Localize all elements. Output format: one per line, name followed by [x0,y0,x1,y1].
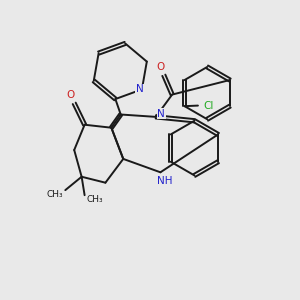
Text: O: O [156,62,164,72]
Text: N: N [136,84,143,94]
Text: N: N [157,109,165,119]
Text: O: O [67,90,75,100]
Text: NH: NH [157,176,172,186]
Text: CH₃: CH₃ [46,190,63,199]
Text: Cl: Cl [204,100,214,111]
Text: CH₃: CH₃ [87,195,103,204]
